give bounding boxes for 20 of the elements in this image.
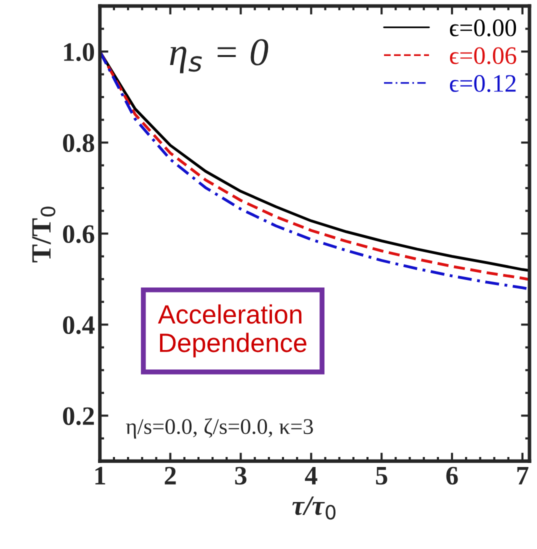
x-tick-label: 4 <box>304 466 318 484</box>
x-tick-label: 1 <box>95 466 106 484</box>
annotation: η$_{s}$ = 0 <box>170 39 268 74</box>
x-tick-label: 7 <box>517 467 528 484</box>
x-tick-label: 2 <box>164 466 176 484</box>
x-axis-title: τ/τ$_{0}$ <box>292 496 336 520</box>
legend-label: ϵ=0.00 <box>450 19 516 36</box>
legend-label: ϵ=0.12 <box>450 75 516 92</box>
x-tick-label: 6 <box>446 466 458 485</box>
y-tick-label: 1.0 <box>64 43 94 62</box>
x-tick-label: 5 <box>376 467 388 485</box>
x-tick-label: 3 <box>235 466 246 485</box>
y-tick-label: 0.8 <box>63 134 94 152</box>
annotation: η/s=0.0, ζ/s=0.0, κ=3 <box>126 418 313 439</box>
annotation: Acceleration Dependence <box>158 304 306 358</box>
y-tick-label: 0.6 <box>63 225 94 244</box>
y-tick-label: 0.4 <box>63 316 95 334</box>
y-tick-label: 0.2 <box>63 407 94 426</box>
legend-label: ϵ=0.06 <box>450 47 516 64</box>
y-axis-title: T/T$_{0}$ <box>32 206 56 262</box>
